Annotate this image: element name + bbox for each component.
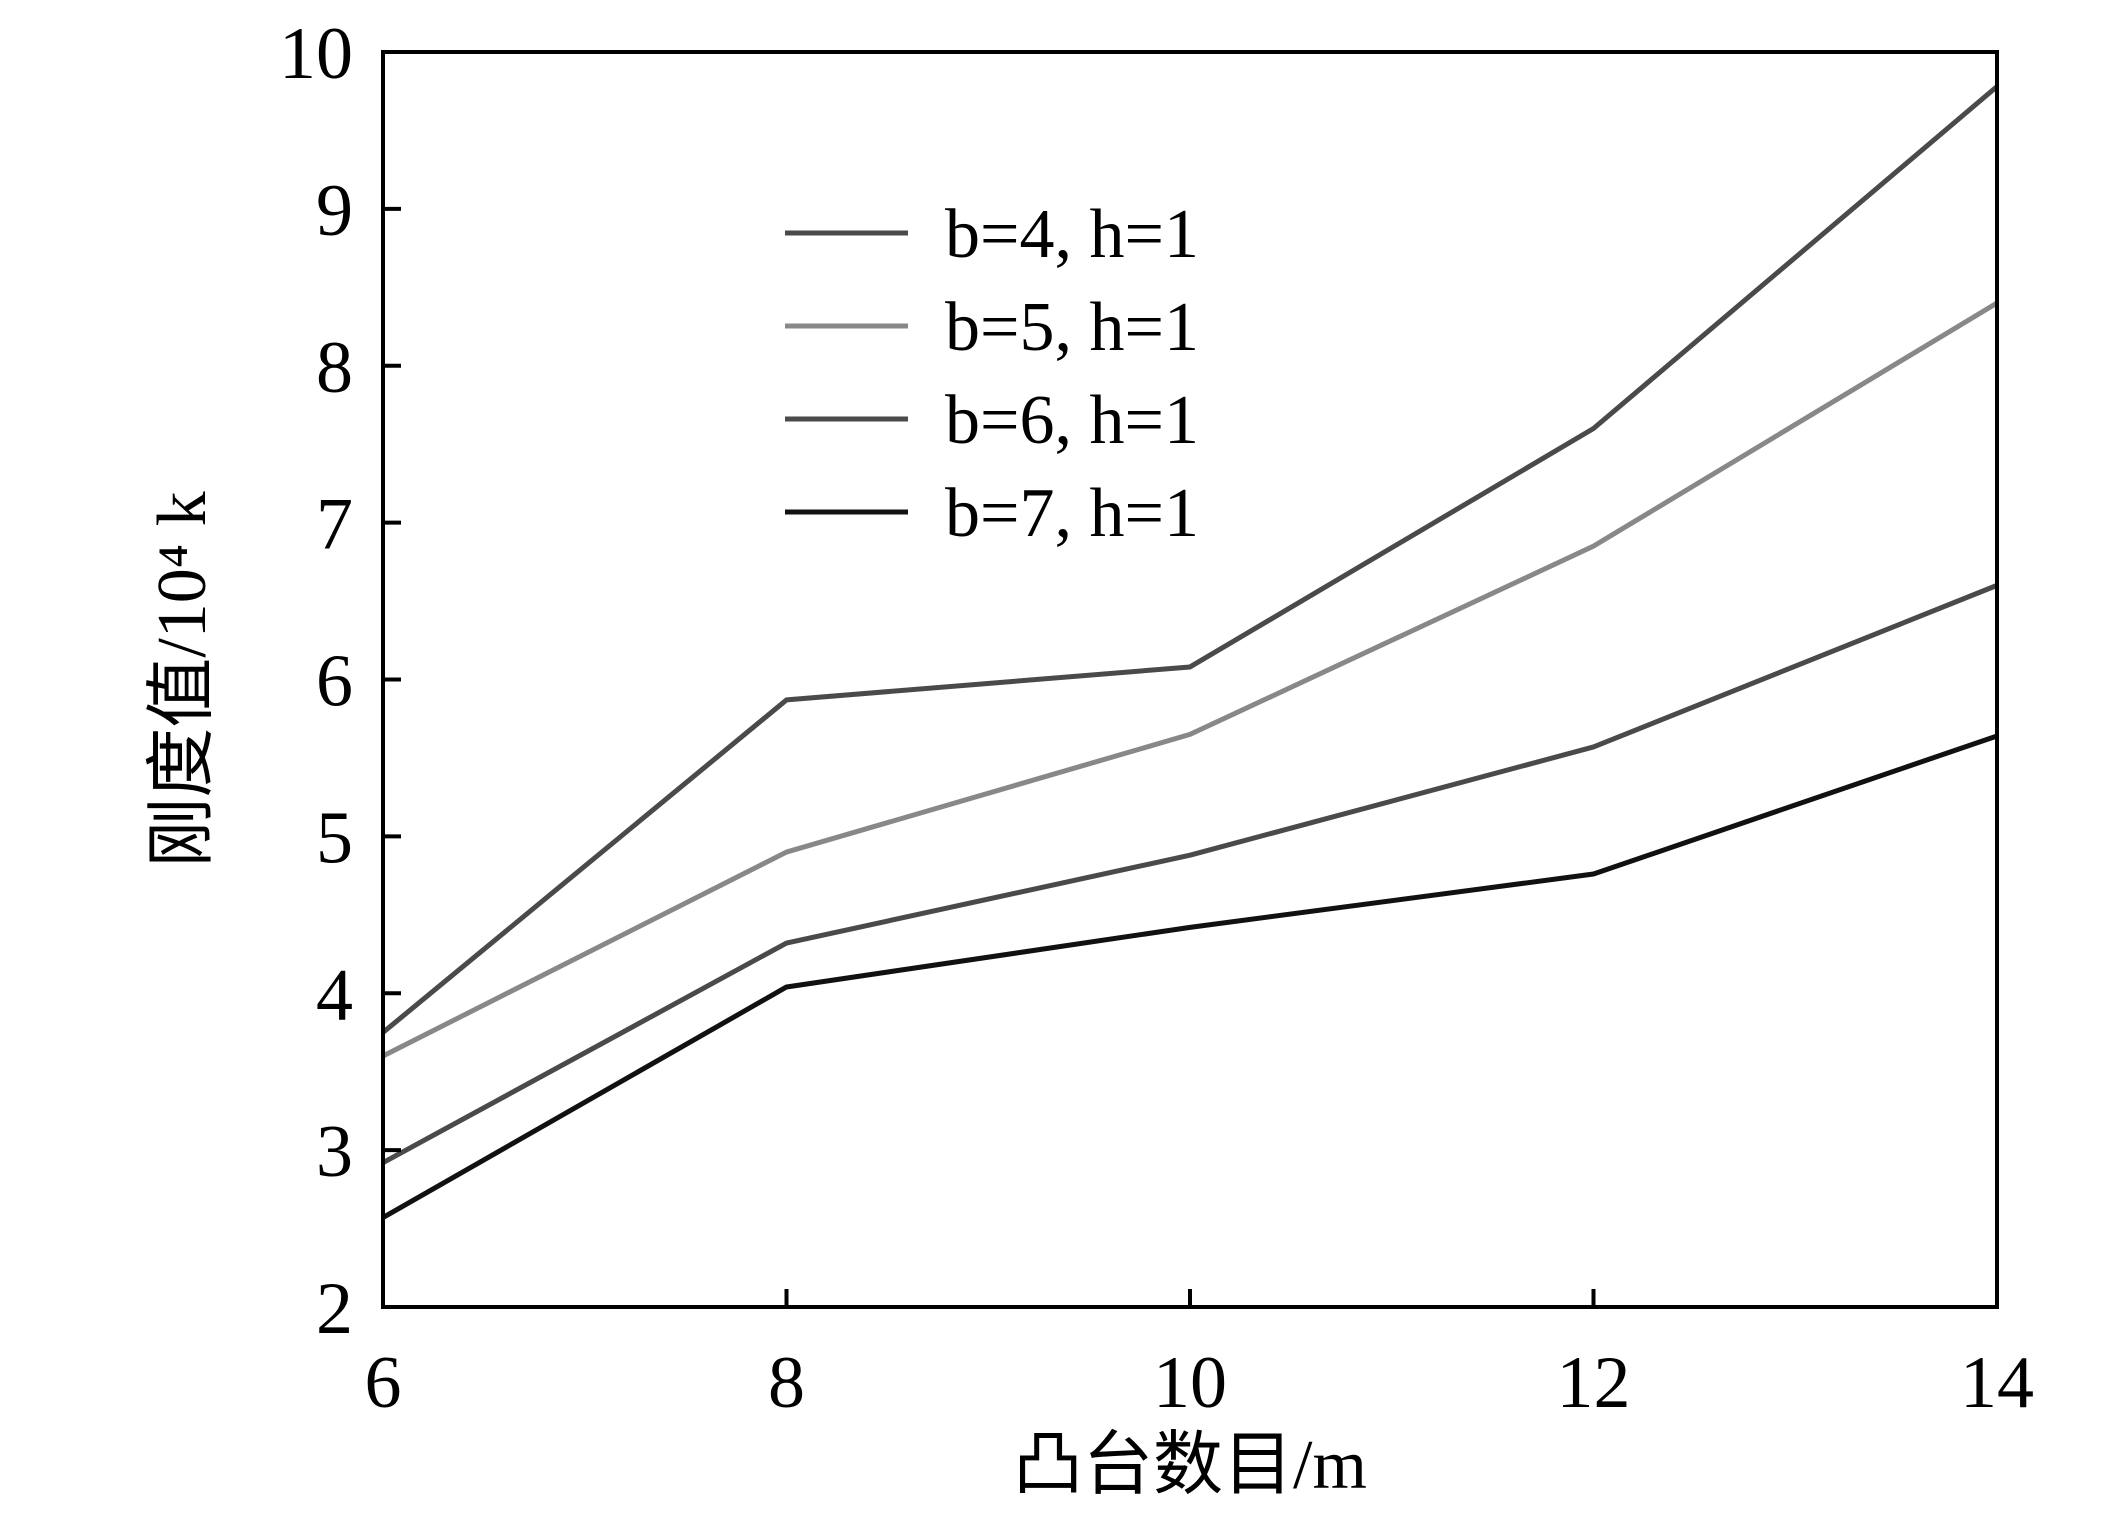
y-tick-label: 10 (279, 13, 353, 95)
series-line-2 (381, 300, 1999, 1059)
x-axis-ticks: 6 8 10 12 14 (365, 1289, 2034, 1424)
legend-label-3: b=6, h=1 (945, 382, 1199, 459)
x-tick-label: 6 (365, 1342, 402, 1424)
y-tick-label: 6 (316, 641, 353, 723)
legend-label-2: b=5, h=1 (945, 289, 1199, 366)
y-tick-label: 2 (316, 1268, 353, 1350)
x-tick-label: 14 (1960, 1342, 2034, 1424)
x-axis-label: 凸台数目/m (1013, 1427, 1367, 1504)
y-axis-label: 刚度值/10⁴ k (144, 491, 221, 867)
legend-label-1: b=4, h=1 (945, 196, 1199, 273)
y-tick-label: 5 (316, 797, 353, 879)
series-line-1 (381, 84, 1999, 1035)
y-tick-label: 3 (316, 1111, 353, 1193)
legend-label-4: b=7, h=1 (945, 475, 1199, 552)
y-tick-label: 4 (316, 954, 353, 1036)
y-tick-label: 8 (316, 327, 353, 409)
x-tick-label: 10 (1153, 1342, 1227, 1424)
legend: b=4, h=1 b=5, h=1 b=6, h=1 b=7, h=1 (785, 196, 1199, 552)
series-line-3 (381, 583, 1998, 1165)
x-tick-label: 8 (768, 1342, 805, 1424)
y-tick-label: 7 (316, 484, 353, 566)
x-tick-label: 12 (1557, 1342, 1631, 1424)
y-axis-ticks: 2 3 4 5 6 7 8 9 10 (279, 13, 401, 1350)
y-tick-label: 9 (316, 170, 353, 252)
series-line-4 (381, 733, 1998, 1220)
series-lines-group (381, 84, 1999, 1220)
plot-frame (381, 50, 1999, 1309)
